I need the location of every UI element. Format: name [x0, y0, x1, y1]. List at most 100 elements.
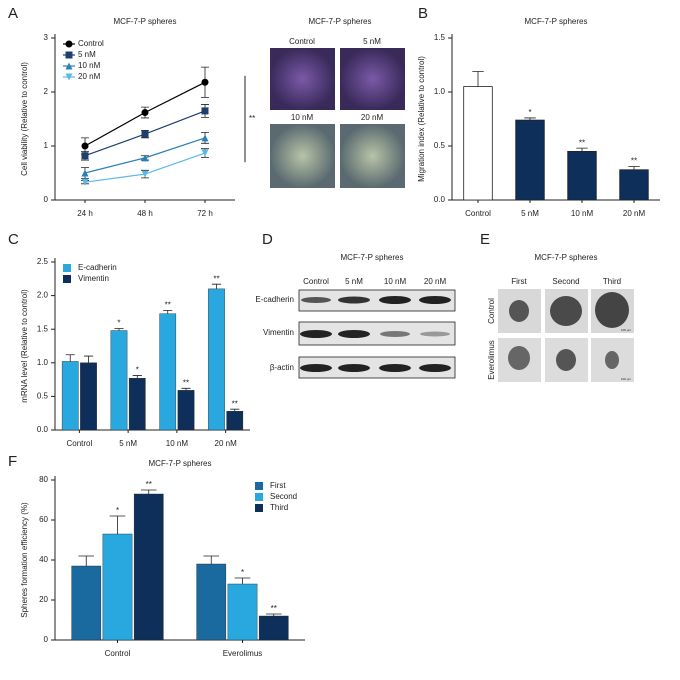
- bar: [258, 615, 289, 641]
- micrograph-title: MCF-7-P spheres: [309, 17, 372, 26]
- panel-label: F: [8, 453, 17, 470]
- bar: [177, 390, 195, 431]
- bar: [515, 119, 545, 201]
- micrograph: [340, 124, 405, 188]
- column-label: Second: [552, 277, 579, 286]
- bar: [208, 288, 225, 431]
- error-bar: [211, 283, 222, 289]
- significance: **: [183, 378, 189, 387]
- y-tick-label: 1: [44, 141, 49, 150]
- bar: [61, 361, 79, 431]
- bar: [567, 150, 597, 201]
- sphere-title: MCF-7-P spheres: [535, 253, 598, 262]
- bar: [102, 533, 133, 641]
- significance: **: [146, 480, 152, 489]
- error-bar: [628, 166, 640, 170]
- micrograph: [270, 48, 335, 110]
- legend-label: First: [270, 481, 286, 490]
- y-axis-label: mRNA level (Relative to control): [20, 289, 29, 403]
- legend-label: Control: [78, 39, 104, 48]
- lane-label: 10 nM: [384, 277, 407, 286]
- marker: [81, 152, 89, 160]
- error-bar: [576, 147, 588, 152]
- micrograph-label: 10 nM: [291, 113, 314, 122]
- legend-swatch: [255, 504, 263, 512]
- marker: [201, 149, 209, 157]
- column-label: Third: [603, 277, 621, 286]
- legend-marker: [65, 51, 73, 59]
- y-tick-label: 0.0: [37, 425, 49, 434]
- micrograph-label: 5 nM: [363, 37, 381, 46]
- bar: [227, 583, 258, 641]
- marker: [141, 170, 149, 178]
- blot-bands: [300, 296, 451, 372]
- y-tick-label: 0.5: [434, 141, 446, 150]
- lane-label: Control: [303, 277, 329, 286]
- error-bar: [163, 309, 173, 314]
- marker: [201, 78, 209, 86]
- significance: *: [117, 319, 120, 328]
- legend-label: 10 nM: [78, 61, 101, 70]
- bar: [71, 565, 102, 641]
- bar: [463, 86, 493, 201]
- legend-marker: [65, 62, 73, 70]
- legend-swatch: [255, 493, 263, 501]
- column-label: First: [511, 277, 527, 286]
- y-tick-label: 2.0: [37, 291, 49, 300]
- significance: **: [249, 114, 255, 123]
- error-bar: [140, 489, 157, 494]
- legend-label: E-cadherin: [78, 263, 117, 272]
- error-bar: [234, 577, 251, 584]
- bar: [110, 330, 128, 431]
- lane-label: 20 nM: [424, 277, 447, 286]
- chart-title: MCF-7-P spheres: [525, 17, 588, 26]
- marker: [81, 142, 89, 150]
- error-bar: [472, 71, 484, 87]
- significance: **: [213, 274, 219, 283]
- micrograph-label: 20 nM: [361, 113, 384, 122]
- marker: [141, 130, 149, 138]
- protein-label: β-actin: [270, 363, 294, 372]
- marker: [81, 169, 89, 177]
- legend-swatch: [63, 264, 71, 272]
- bar: [128, 378, 146, 431]
- significance: *: [528, 108, 531, 117]
- x-tick-label: 10 nM: [166, 439, 189, 448]
- protein-label: Vimentin: [263, 328, 294, 337]
- marker: [201, 134, 209, 142]
- bar: [619, 169, 649, 201]
- significance: **: [271, 604, 277, 613]
- marker: [81, 178, 89, 186]
- y-tick-label: 20: [39, 595, 48, 604]
- y-axis-label: Cell viability (Relative to control): [20, 62, 29, 176]
- error-bar: [109, 515, 126, 534]
- significance: **: [631, 157, 637, 166]
- y-tick-label: 80: [39, 475, 48, 484]
- panel-label: E: [480, 231, 490, 248]
- y-tick-label: 1.5: [434, 33, 446, 42]
- y-tick-label: 3: [44, 33, 49, 42]
- x-tick-label: 5 nM: [119, 439, 137, 448]
- x-tick-label: 20 nM: [215, 439, 238, 448]
- x-tick-label: Everolimus: [223, 649, 263, 658]
- y-axis-label: Migration index (Relative to control): [417, 56, 426, 182]
- y-tick-label: 2.5: [37, 257, 49, 266]
- x-tick-label: 72 h: [197, 209, 213, 218]
- panel-label: D: [262, 231, 273, 248]
- y-axis-label: Spheres formation efficiency (%): [20, 502, 29, 618]
- y-tick-label: 40: [39, 555, 48, 564]
- error-bar: [181, 387, 191, 391]
- x-tick-label: Control: [465, 209, 491, 218]
- y-tick-label: 0: [44, 195, 49, 204]
- x-tick-label: Control: [66, 439, 92, 448]
- y-tick-label: 1.5: [37, 324, 49, 333]
- marker: [141, 109, 149, 117]
- x-tick-label: Control: [105, 649, 131, 658]
- significance: **: [232, 399, 238, 408]
- marker: [141, 154, 149, 162]
- x-tick-label: 24 h: [77, 209, 93, 218]
- bar: [226, 410, 244, 431]
- bar: [133, 493, 164, 641]
- error-bar: [114, 328, 124, 331]
